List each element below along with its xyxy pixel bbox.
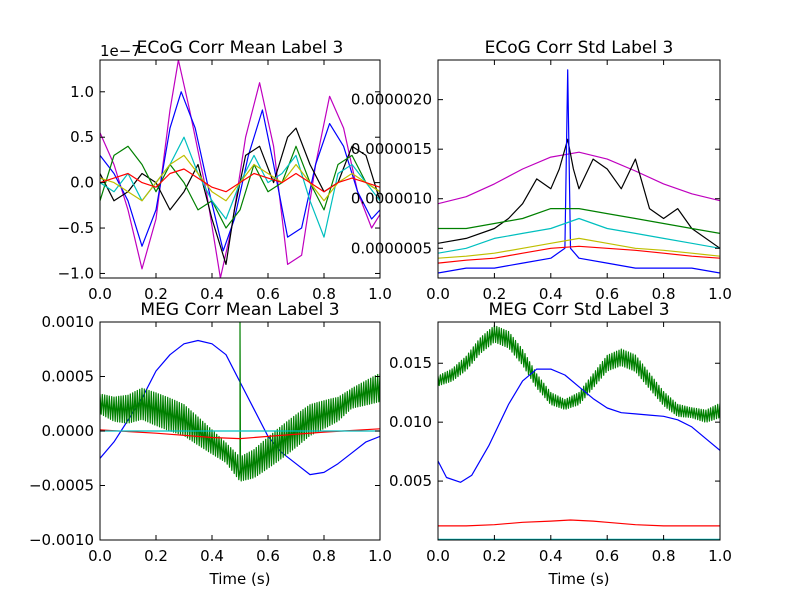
series-line-1 <box>438 151 720 205</box>
x-tick-label: 1.0 <box>708 547 732 565</box>
series-line-7 <box>438 245 720 264</box>
x-tick-label: 0.8 <box>652 547 676 565</box>
x-tick-label: 0.6 <box>256 285 280 303</box>
axes-frame <box>437 321 721 541</box>
x-tick-label: 0.8 <box>312 285 336 303</box>
series-line-1 <box>438 325 720 423</box>
x-tick-label: 0.4 <box>200 285 224 303</box>
y-offset-text: 1e−7 <box>100 42 141 60</box>
chart-panel-3: 0.0 0.2 0.4 0.6 0.8 1.0 −0.0010 −0.0005 0.0000 0.… <box>29 300 392 588</box>
x-tick-label: 1.0 <box>708 285 732 303</box>
y-tick-label: 0.0000010 <box>351 190 432 208</box>
y-tick-label: −0.0010 <box>29 531 94 549</box>
x-tick-label: 0.4 <box>200 547 224 565</box>
y-tick-label: 0.0000020 <box>351 91 432 109</box>
chart-title: MEG Corr Mean Label 3 <box>140 300 339 320</box>
x-tick-label: 0.6 <box>256 547 280 565</box>
chart-panel-1: 0.0 0.2 0.4 0.6 0.8 1.0 −1.0 −0.5 0.0 0.5 1.0 1e−7E… <box>58 38 392 303</box>
y-tick-label: 0.0005 <box>42 368 95 386</box>
y-tick-label: 1.0 <box>70 83 94 101</box>
x-tick-label: 0.0 <box>88 285 112 303</box>
x-tick-label: 0.2 <box>482 547 506 565</box>
y-tick-label: 0.005 <box>389 472 432 490</box>
y-tick-label: 0.015 <box>389 354 432 372</box>
x-tick-label: 1.0 <box>368 285 392 303</box>
y-tick-label: 0.5 <box>70 128 94 146</box>
series-line-2 <box>100 322 380 482</box>
y-tick-label: 0.0000015 <box>351 140 432 158</box>
y-tick-label: 0.0 <box>70 174 94 192</box>
chart-panel-2: 0.0 0.2 0.4 0.6 0.8 1.0 0.0000005 0.0000010 0.00… <box>351 38 732 303</box>
series-line-4 <box>100 145 380 229</box>
series-group <box>100 60 380 278</box>
x-tick-label: 0.0 <box>426 285 450 303</box>
series-line-2 <box>438 368 720 483</box>
series-line-3 <box>438 519 720 527</box>
chart-title: MEG Corr Std Label 3 <box>488 300 669 320</box>
series-line-5 <box>438 217 720 254</box>
series-line-2 <box>100 91 380 252</box>
axes-frame <box>99 59 381 279</box>
x-tick-label: 0.4 <box>539 547 563 565</box>
chart-title: ECoG Corr Std Label 3 <box>485 38 674 58</box>
series-line-3 <box>100 428 380 440</box>
x-tick-label: 0.0 <box>88 547 112 565</box>
x-tick-label: 0.6 <box>595 285 619 303</box>
x-tick-label: 0.0 <box>426 547 450 565</box>
series-line-1 <box>100 60 380 278</box>
chart-title: ECoG Corr Mean Label 3 <box>137 38 344 58</box>
axes-frame <box>437 59 721 279</box>
series-line-2 <box>438 138 720 249</box>
x-tick-label: 0.2 <box>482 285 506 303</box>
series-line-7 <box>100 168 380 193</box>
x-tick-label: 0.4 <box>539 285 563 303</box>
series-line-3 <box>438 69 720 274</box>
x-tick-label: 0.6 <box>595 547 619 565</box>
x-tick-label: 0.8 <box>652 285 676 303</box>
y-tick-label: 0.0010 <box>42 313 95 331</box>
y-tick-label: 0.010 <box>389 413 432 431</box>
series-line-5 <box>100 136 380 238</box>
y-tick-label: −1.0 <box>58 264 94 282</box>
x-tick-label: 0.2 <box>144 547 168 565</box>
x-tick-label: 0.8 <box>312 547 336 565</box>
series-line-6 <box>438 237 720 259</box>
x-tick-label: 0.2 <box>144 285 168 303</box>
series-line-4 <box>438 208 720 234</box>
chart-panel-4: 0.0 0.2 0.4 0.6 0.8 1.0 0.005 0.010 0.015 MEG Cor… <box>389 300 732 588</box>
x-axis-label: Time (s) <box>209 570 271 588</box>
y-tick-label: 0.0000005 <box>351 239 432 257</box>
series-group <box>438 325 720 540</box>
x-tick-label: 1.0 <box>368 547 392 565</box>
x-axis-label: Time (s) <box>548 570 610 588</box>
y-tick-label: −0.5 <box>58 219 94 237</box>
series-group <box>100 322 380 482</box>
y-tick-label: −0.0005 <box>29 477 94 495</box>
series-group <box>438 69 720 274</box>
y-tick-label: 0.0000 <box>42 422 95 440</box>
